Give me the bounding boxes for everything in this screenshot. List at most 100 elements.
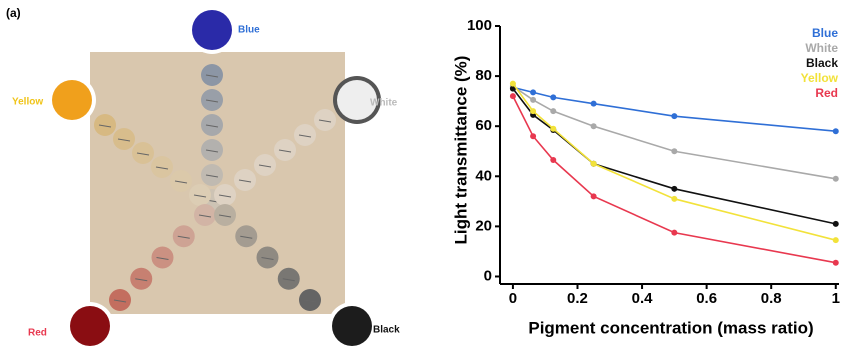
data-point bbox=[671, 113, 678, 120]
data-point bbox=[590, 160, 597, 167]
data-point bbox=[550, 157, 557, 164]
x-tick-label: 0.8 bbox=[761, 290, 782, 307]
data-point bbox=[671, 148, 678, 155]
data-point bbox=[530, 96, 537, 103]
legend-entry: White bbox=[805, 41, 838, 55]
series-line bbox=[512, 85, 836, 180]
spot-mark bbox=[240, 235, 253, 239]
data-point bbox=[832, 237, 839, 244]
legend-entry: Yellow bbox=[801, 71, 839, 85]
data-point bbox=[530, 89, 537, 96]
spot-mark bbox=[117, 138, 131, 142]
powder-label: White bbox=[370, 98, 398, 109]
y-tick-label: 20 bbox=[475, 217, 492, 234]
y-axis-label: Light transmittance (%) bbox=[451, 56, 470, 245]
x-tick-label: 0.4 bbox=[632, 290, 654, 307]
data-point bbox=[671, 229, 678, 236]
spot-mark bbox=[98, 124, 112, 128]
sample-spot bbox=[194, 204, 216, 226]
data-point bbox=[550, 108, 557, 115]
spot-mark bbox=[238, 179, 252, 183]
spot-mark bbox=[303, 299, 317, 303]
spot-mark bbox=[218, 194, 232, 198]
x-tick-label: 0.6 bbox=[696, 290, 717, 307]
sample-spot bbox=[299, 289, 321, 311]
series-line bbox=[512, 88, 836, 225]
data-point bbox=[832, 175, 839, 182]
sample-spot bbox=[170, 170, 192, 192]
sample-spot bbox=[214, 204, 236, 226]
y-tick-label: 100 bbox=[467, 17, 492, 34]
data-point bbox=[832, 128, 839, 135]
spot-mark bbox=[278, 149, 292, 153]
sample-spot bbox=[277, 267, 300, 290]
sample-spot bbox=[109, 289, 131, 311]
spot-mark bbox=[205, 149, 219, 153]
x-tick-label: 1 bbox=[832, 290, 840, 307]
white-powder bbox=[337, 80, 377, 120]
sample-spot bbox=[94, 114, 116, 136]
x-tick-label: 0.2 bbox=[567, 290, 588, 307]
spot-mark bbox=[136, 152, 150, 156]
powder-label: Yellow bbox=[12, 97, 43, 108]
spot-mark bbox=[205, 124, 219, 128]
data-point bbox=[509, 93, 516, 100]
data-point bbox=[590, 100, 597, 107]
y-tick-label: 80 bbox=[475, 67, 492, 84]
sample-spot bbox=[113, 128, 135, 150]
photo: Blue Yellow White Red Black bbox=[12, 6, 400, 350]
spot-mark bbox=[193, 194, 207, 198]
legend-entry: Blue bbox=[812, 26, 838, 40]
sample-spot bbox=[254, 154, 276, 176]
sample-spot bbox=[214, 184, 236, 206]
sample-spot bbox=[172, 225, 195, 248]
spot-mark bbox=[298, 134, 312, 138]
sample-spot bbox=[201, 114, 223, 136]
sample-spot bbox=[274, 139, 296, 161]
y-tick-label: 40 bbox=[475, 167, 492, 184]
x-axis-label: Pigment concentration (mass ratio) bbox=[528, 318, 813, 337]
spot-mark bbox=[174, 180, 188, 184]
spot-mark bbox=[205, 99, 219, 103]
sample-spot bbox=[151, 246, 174, 269]
blue-powder bbox=[192, 10, 232, 50]
spot-mark bbox=[156, 257, 169, 260]
sample-spot bbox=[256, 246, 279, 269]
data-point bbox=[509, 85, 516, 92]
legend-entry: Red bbox=[815, 86, 838, 100]
sample-spot bbox=[130, 267, 153, 290]
spot-mark bbox=[261, 257, 274, 260]
data-point bbox=[671, 185, 678, 192]
spot-mark bbox=[113, 299, 127, 303]
sample-spot bbox=[235, 225, 258, 248]
red-powder bbox=[70, 306, 110, 346]
panel-label: (a) bbox=[6, 6, 21, 20]
series-line bbox=[512, 86, 836, 133]
data-point bbox=[671, 195, 678, 202]
spot-mark bbox=[198, 214, 212, 218]
black-powder bbox=[332, 306, 372, 346]
data-point bbox=[530, 133, 537, 140]
sample-spot bbox=[234, 169, 256, 191]
powder-label: Red bbox=[28, 328, 47, 339]
powder-label: Black bbox=[373, 325, 400, 336]
spot-mark bbox=[282, 278, 295, 282]
series-line bbox=[512, 95, 836, 264]
data-point bbox=[590, 193, 597, 200]
sample-spot bbox=[201, 64, 223, 86]
spot-mark bbox=[205, 74, 219, 78]
y-tick-label: 0 bbox=[484, 267, 492, 284]
sample-spot bbox=[189, 184, 211, 206]
series-line bbox=[512, 83, 836, 241]
x-tick-label: 0 bbox=[509, 290, 517, 307]
data-point bbox=[590, 123, 597, 130]
powder-label: Blue bbox=[238, 25, 260, 36]
spot-mark bbox=[155, 166, 169, 170]
spot-mark bbox=[218, 214, 232, 218]
legend-entry: Black bbox=[806, 56, 838, 70]
sample-spot bbox=[132, 142, 154, 164]
spot-mark bbox=[258, 164, 272, 168]
spot-mark bbox=[135, 278, 148, 282]
sample-spot bbox=[314, 109, 336, 131]
sample-spot bbox=[294, 124, 316, 146]
